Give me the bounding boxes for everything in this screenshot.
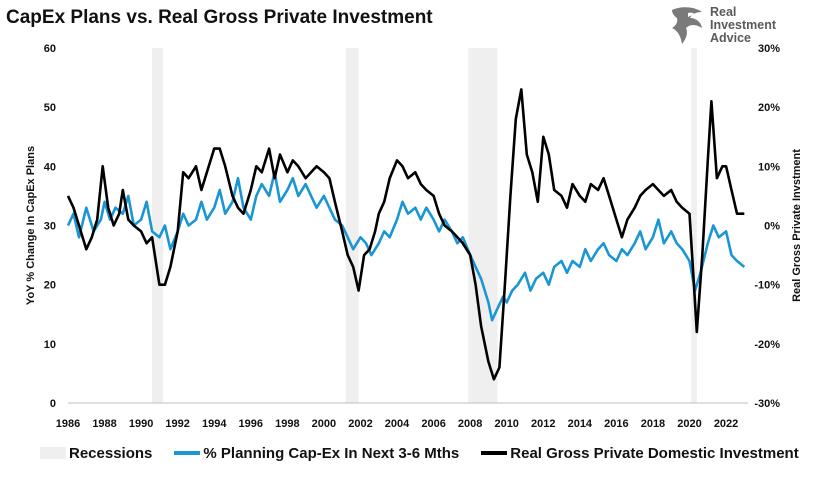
x-tick-label: 2022 [714, 418, 738, 430]
investment-series-line [66, 88, 745, 381]
right-tick-label: 10% [758, 161, 780, 173]
left-tick-label: 60 [44, 43, 56, 55]
left-tick-label: 40 [44, 161, 56, 173]
left-tick-label: 30 [44, 221, 56, 233]
x-tick-label: 2020 [677, 418, 701, 430]
x-axis: 1986 1988 1990 1992 1994 1996 1998 2000 2002 2004… [56, 418, 739, 430]
x-tick-label: 1992 [165, 418, 189, 430]
recession-band-3 [691, 48, 697, 403]
x-tick-label: 1990 [129, 418, 153, 430]
x-tick-label: 2014 [568, 418, 593, 430]
legend: Recessions % Planning Cap-Ex In Next 3-6… [40, 440, 817, 466]
capex-swatch [174, 451, 201, 455]
x-tick-label: 2000 [312, 418, 336, 430]
x-tick-label: 2004 [385, 418, 410, 430]
x-tick-label: 1994 [202, 418, 227, 430]
left-tick-label: 10 [44, 339, 56, 351]
series-lines [66, 88, 746, 381]
right-tick-label: -20% [754, 339, 780, 351]
logo: Real Investment Advice [668, 4, 808, 46]
legend-capex: % Planning Cap-Ex In Next 3-6 Mths [174, 445, 459, 462]
logo-line-3: Advice [710, 31, 751, 45]
chart-title: CapEx Plans vs. Real Gross Private Inves… [6, 7, 433, 28]
recession-swatch [40, 447, 66, 459]
eagle-icon [672, 7, 702, 44]
recession-band-0 [152, 48, 164, 403]
recession-band-1 [345, 48, 359, 403]
right-axis: -30% -20% -10% 0% 10% 20% 30% [754, 43, 780, 410]
legend-recessions: Recessions [40, 445, 152, 462]
investment-swatch [481, 451, 508, 455]
logo-line-2: Investment [710, 18, 776, 32]
capex-series-line [66, 171, 746, 322]
left-tick-label: 20 [44, 280, 56, 292]
recession-bands [152, 48, 697, 403]
x-tick-label: 2006 [421, 418, 445, 430]
recession-band-2 [468, 48, 498, 403]
left-tick-label: 0 [50, 398, 56, 410]
logo-line-1: Real [710, 5, 737, 19]
x-tick-label: 2010 [494, 418, 518, 430]
right-tick-label: -10% [754, 280, 780, 292]
left-axis: 0 10 20 30 40 50 60 [44, 43, 56, 410]
left-tick-label: 50 [44, 102, 56, 114]
x-tick-label: 1998 [275, 418, 299, 430]
x-tick-label: 1986 [56, 418, 80, 430]
legend-label-investment: Real Gross Private Domestic Investment [510, 444, 799, 462]
x-tick-label: 1988 [92, 418, 116, 430]
right-tick-label: -30% [754, 398, 780, 410]
x-tick-label: 2002 [348, 418, 372, 430]
x-tick-label: 1996 [239, 418, 263, 430]
legend-label-recessions: Recessions [69, 444, 153, 462]
left-axis-title: YoY % Change In CapEx Plans [25, 146, 37, 305]
right-tick-label: 30% [758, 43, 780, 55]
x-tick-label: 2008 [458, 418, 482, 430]
right-axis-title: Real Gross Private Invstment [791, 149, 803, 302]
x-tick-label: 2018 [641, 418, 665, 430]
x-tick-label: 2016 [604, 418, 628, 430]
legend-label-capex: % Planning Cap-Ex In Next 3-6 Mths [203, 444, 460, 462]
right-tick-label: 0% [764, 221, 780, 233]
right-tick-label: 20% [758, 102, 780, 114]
x-tick-label: 2012 [531, 418, 555, 430]
legend-investment: Real Gross Private Domestic Investment [481, 444, 799, 462]
